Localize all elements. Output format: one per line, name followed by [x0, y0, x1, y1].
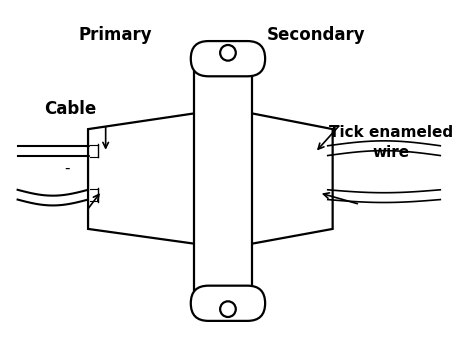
- FancyBboxPatch shape: [191, 41, 265, 76]
- Text: Secondary: Secondary: [267, 26, 365, 44]
- Text: Primary: Primary: [79, 26, 152, 44]
- Text: Cable: Cable: [44, 100, 96, 118]
- Text: Tick enameled
wire: Tick enameled wire: [329, 125, 453, 160]
- Text: -: -: [64, 161, 69, 176]
- FancyBboxPatch shape: [191, 286, 265, 321]
- Polygon shape: [194, 72, 253, 289]
- Polygon shape: [88, 113, 333, 244]
